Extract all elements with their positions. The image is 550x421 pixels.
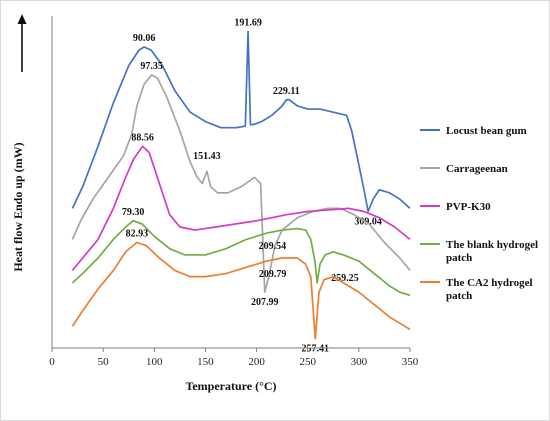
- legend-label: PVP-K30: [446, 201, 491, 213]
- x-tick-label: 50: [98, 356, 110, 368]
- x-axis-title: Temperature (°C): [185, 379, 276, 393]
- arrow-head-icon: [17, 14, 27, 24]
- data-label: 88.56: [131, 132, 154, 143]
- legend: Locust bean gum Carrageenan PVP-K30 The bla…: [420, 125, 538, 302]
- data-label: 82.93: [126, 229, 149, 240]
- plot-area: 90.06 191.69 229.11 309.04 97.35 151.43 207.99…: [71, 18, 411, 355]
- data-label: 191.69: [234, 18, 262, 29]
- data-label: 209.54: [259, 241, 287, 252]
- data-label: 309.04: [354, 216, 382, 227]
- data-label: 207.99: [251, 297, 279, 308]
- legend-label: patch: [446, 290, 472, 302]
- series-line-locust-bean-gum: [71, 30, 411, 213]
- x-tick-label: 350: [402, 356, 419, 368]
- x-tick-label: 150: [197, 356, 214, 368]
- data-label: 257.41: [302, 344, 330, 355]
- axes: 0 50 100 150 200 250 300 350 Temperature (°C) Hea…: [11, 14, 419, 393]
- series-line-the-ca2-hydrogel-patch: [71, 241, 411, 340]
- data-label: 229.11: [273, 86, 300, 97]
- data-label: 151.43: [193, 151, 221, 162]
- x-tick-label: 0: [49, 356, 55, 368]
- legend-label: The CA2 hydrogel: [446, 277, 533, 289]
- legend-label: Locust bean gum: [446, 125, 527, 137]
- x-tick-label: 100: [146, 356, 163, 368]
- series-line-carrageenan: [71, 74, 411, 293]
- legend-label: The blank hydrogel: [446, 239, 538, 251]
- data-label: 90.06: [133, 33, 156, 44]
- y-axis-title: Heat flow Endo up (mW): [11, 142, 25, 271]
- legend-label: patch: [446, 252, 472, 264]
- x-tick-label: 300: [351, 356, 368, 368]
- series-line-the-blank-hydrogel-patch: [71, 219, 411, 297]
- x-tick-label: 250: [299, 356, 316, 368]
- data-label: 79.30: [122, 207, 145, 218]
- legend-label: Carrageenan: [446, 163, 508, 175]
- x-tick-label: 200: [248, 356, 265, 368]
- data-label: 209.79: [259, 269, 287, 280]
- series-line-pvp-k30: [71, 145, 411, 271]
- data-label: 97.35: [140, 61, 163, 72]
- data-label: 259.25: [331, 273, 359, 284]
